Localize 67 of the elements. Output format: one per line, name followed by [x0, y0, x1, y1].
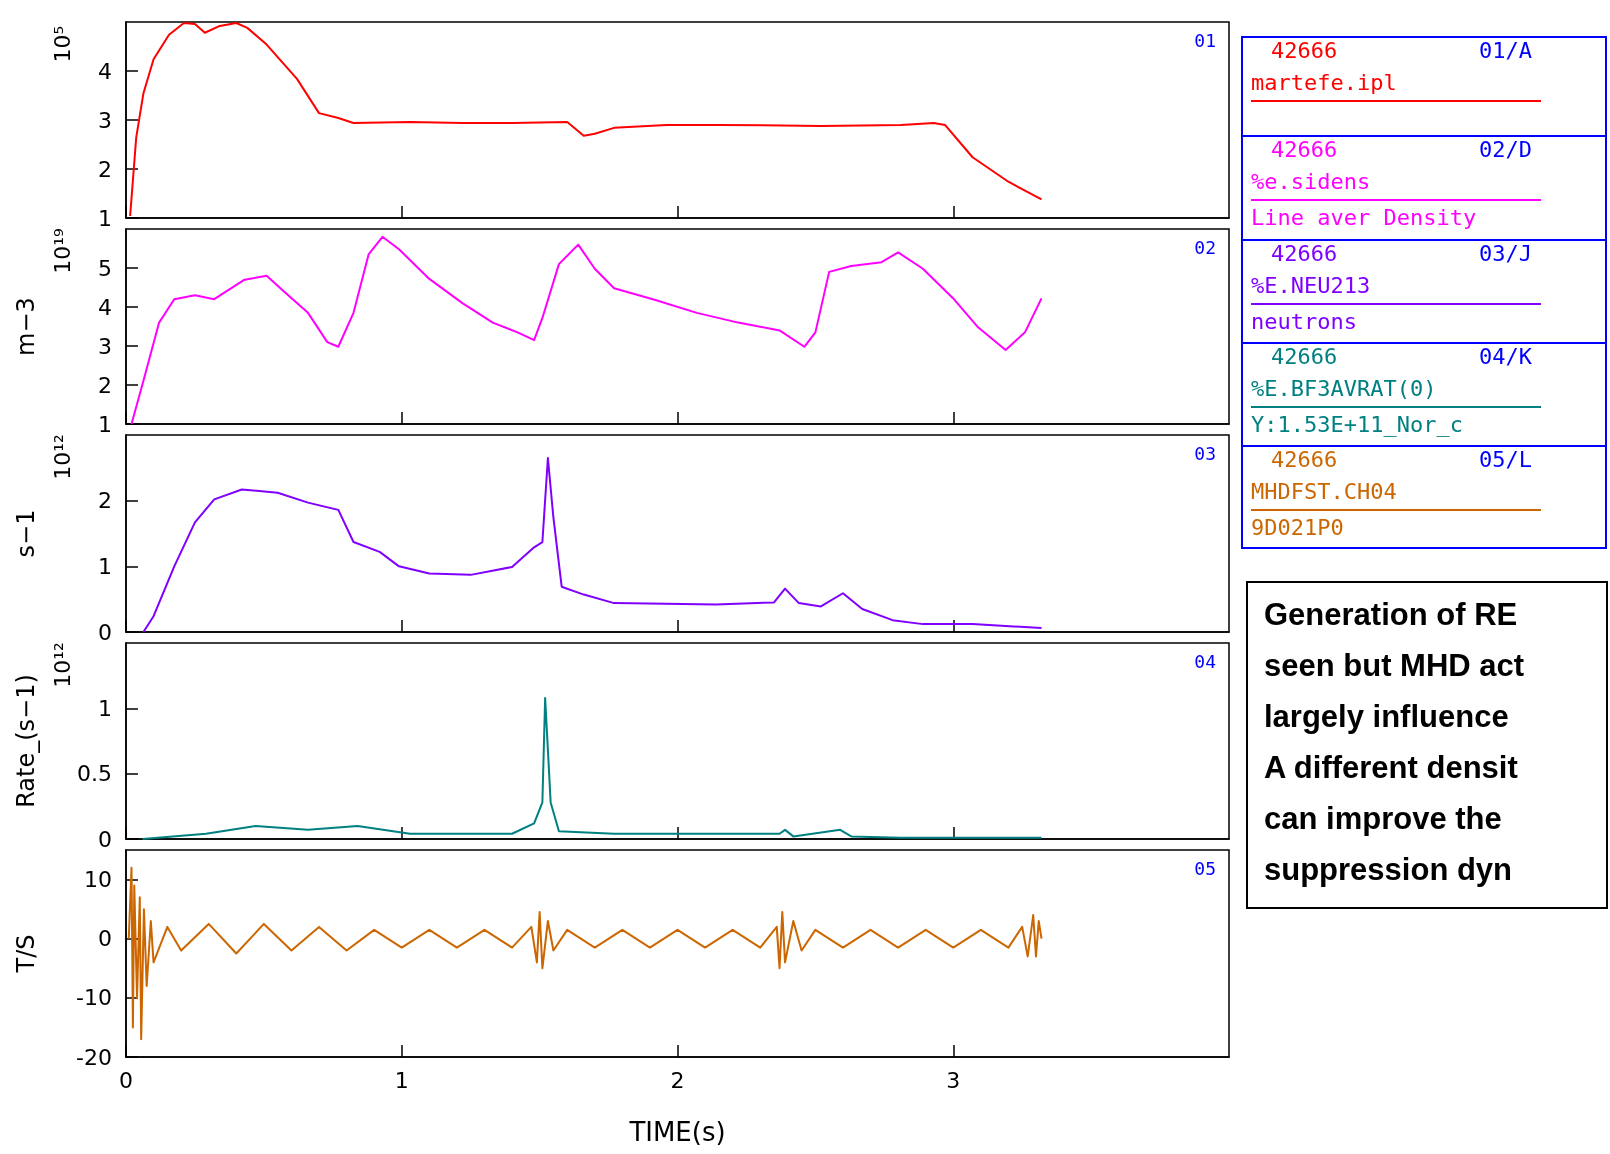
y-tick-label: 2 [98, 488, 112, 514]
y-tick-label: 1 [98, 411, 112, 437]
line-series [129, 21, 1043, 218]
chart-title: 05 [1194, 857, 1217, 879]
text: suppression dyn [1264, 852, 1513, 888]
text: A different densit [1264, 750, 1518, 786]
text: martefe.ipl [1251, 70, 1397, 96]
text: seen but MHD act [1264, 648, 1525, 684]
y-tick-label: 1 [98, 205, 112, 231]
y-tick-label: 5 [98, 255, 112, 281]
text: 42666 [1271, 38, 1338, 64]
chart-title: 02 [1194, 236, 1217, 258]
text: 10¹² [49, 642, 75, 688]
y-tick-label: -20 [76, 1044, 112, 1070]
text: %E.BF3AVRAT(0) [1251, 376, 1437, 402]
text: can improve the [1264, 801, 1502, 837]
text: 04/K [1479, 344, 1532, 370]
text: 42666 [1271, 344, 1338, 370]
y-tick-label: 4 [98, 58, 112, 84]
y-axis-title: m−3 [12, 297, 40, 356]
text: 9D021P0 [1251, 515, 1344, 541]
text: neutrons [1251, 309, 1357, 335]
y-tick-label: 3 [98, 333, 112, 359]
text: Line aver Density [1251, 205, 1477, 231]
y-tick-label: 0 [98, 926, 112, 952]
y-axis-title: T/S [12, 934, 40, 974]
y-tick-label: 1 [98, 695, 112, 721]
text: 10¹⁹ [49, 228, 75, 274]
text: Y:1.53E+11_Nor_c [1251, 412, 1463, 438]
chart-title: 03 [1194, 442, 1217, 464]
text: 10⁵ [49, 25, 75, 63]
y-tick-label: 10 [84, 867, 112, 893]
x-tick-label: 2 [670, 1067, 685, 1093]
text: largely influence [1264, 699, 1509, 735]
x-tick-label: 3 [946, 1067, 961, 1093]
x-tick-label: 1 [394, 1067, 409, 1093]
y-tick-label: 0 [98, 619, 112, 645]
text: Generation of RE [1264, 597, 1518, 633]
chart-title: 04 [1194, 650, 1217, 672]
y-tick-label: 0 [98, 826, 112, 852]
y-axis-title: s−1 [12, 509, 40, 558]
x-axis-title: TIME(s) [628, 1117, 726, 1147]
x-tick-label: 0 [119, 1067, 133, 1093]
y-tick-label: 3 [98, 107, 112, 133]
text: 42666 [1271, 137, 1338, 163]
text: 01/A [1479, 38, 1532, 64]
text: 42666 [1271, 241, 1338, 267]
text: %e.sidens [1251, 169, 1371, 195]
text: %E.NEU213 [1251, 273, 1371, 299]
text: 05/L [1479, 447, 1532, 473]
text: 10¹² [49, 434, 75, 480]
text: 03/J [1479, 241, 1532, 267]
line-series [127, 866, 1043, 1041]
y-tick-label: 4 [98, 294, 112, 320]
line-series [130, 235, 1043, 425]
y-tick-label: 2 [98, 156, 112, 182]
text: 42666 [1271, 447, 1338, 473]
y-tick-label: 0.5 [77, 761, 112, 787]
y-tick-label: -10 [76, 985, 112, 1011]
y-tick-label: 2 [98, 372, 112, 398]
text: 02/D [1479, 137, 1532, 163]
y-tick-label: 1 [98, 553, 112, 579]
line-series [142, 456, 1043, 633]
y-axis-title: Rate_(s−1) [12, 674, 40, 808]
line-series [141, 696, 1043, 840]
text: MHDFST.CH04 [1251, 479, 1397, 505]
chart-title: 01 [1194, 29, 1217, 51]
